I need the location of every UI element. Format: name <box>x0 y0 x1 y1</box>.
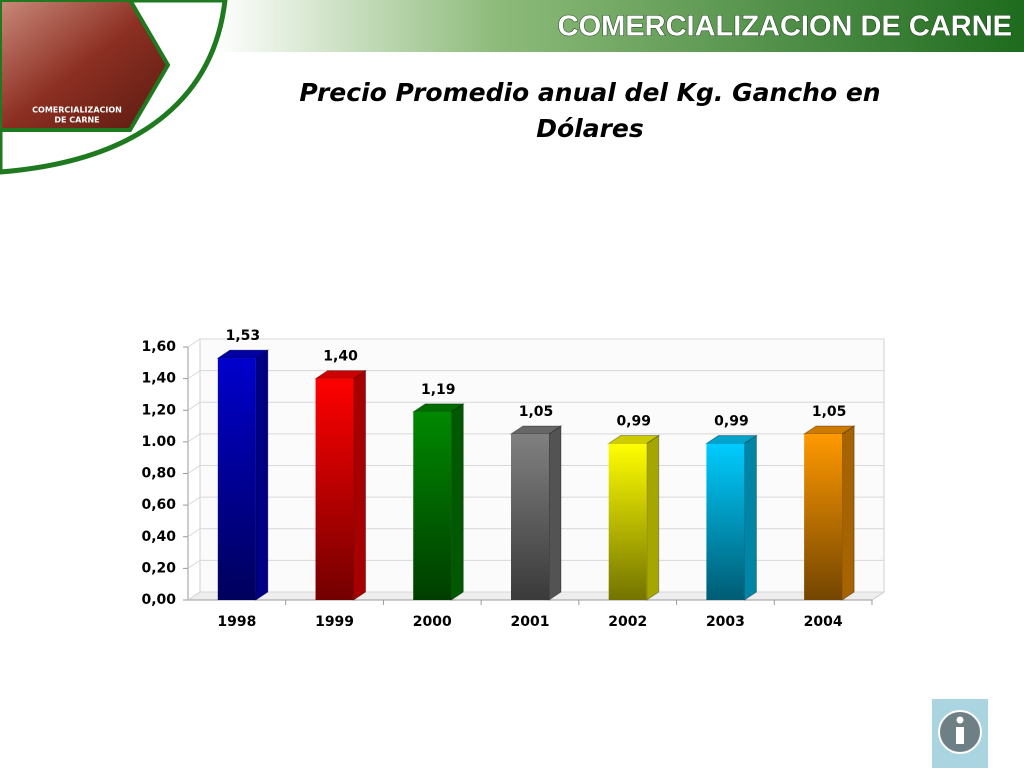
logo-text: DE CARNE <box>54 116 99 125</box>
x-tick-label: 2004 <box>804 614 843 630</box>
x-tick-label: 2001 <box>511 614 550 630</box>
bar-top <box>704 434 759 444</box>
chart-title: Dólares <box>536 114 644 143</box>
grid-line <box>187 401 201 411</box>
logo-image <box>0 0 171 132</box>
value-label: 1,19 <box>421 382 456 398</box>
y-tick-label: 0,20 <box>141 560 176 576</box>
bar-side <box>743 434 757 601</box>
logo-text: COMERCIALIZACION <box>32 106 122 115</box>
y-tick-label: 0,60 <box>141 497 176 513</box>
grid-line <box>187 591 201 601</box>
bar-shade <box>706 443 745 600</box>
y-tick-label: 0,40 <box>141 529 176 545</box>
grid-line <box>187 433 201 443</box>
x-tick-label: 1998 <box>217 614 256 630</box>
value-label: 1,05 <box>812 404 847 420</box>
y-tick-label: 0,00 <box>141 592 176 608</box>
bar-top-shade <box>804 425 855 434</box>
grid-line <box>187 370 201 380</box>
grid-line <box>187 496 201 506</box>
bar-side-shade <box>744 435 757 600</box>
bar-shade <box>413 411 452 600</box>
bar-top-shade <box>608 435 659 444</box>
bar-top <box>607 434 661 444</box>
x-tick-label: 1999 <box>315 614 354 630</box>
info-icon-dot <box>956 716 964 724</box>
value-label: 1,40 <box>323 349 358 365</box>
bar-shade <box>511 433 549 600</box>
bar-side-shade <box>842 425 855 600</box>
grid-line <box>187 559 201 569</box>
value-label: 1,53 <box>226 328 261 344</box>
y-tick-label: 1.00 <box>141 434 176 450</box>
grid-line <box>187 528 201 538</box>
y-tick-label: 1,20 <box>141 402 176 418</box>
info-icon-stem <box>956 727 964 744</box>
grid-line <box>187 465 201 474</box>
bar-top-shade <box>315 370 366 379</box>
x-tick-label: 2000 <box>413 614 452 630</box>
bar-shade <box>217 358 256 600</box>
bar-top-shade <box>511 425 561 434</box>
bar-top-shade <box>413 403 464 412</box>
bar-side-shade <box>451 403 464 600</box>
bar-side <box>841 425 855 601</box>
y-tick-label: 1,60 <box>141 339 176 355</box>
header-title: COMERCIALIZACION DE CARNE <box>558 11 1012 43</box>
x-tick-label: 2003 <box>706 614 745 630</box>
header-bar <box>215 0 1024 52</box>
bar-side-shade <box>646 435 659 600</box>
value-label: 0,99 <box>714 413 749 429</box>
grid-line <box>187 338 201 348</box>
bar-shade <box>315 378 354 600</box>
bar-side-shade <box>549 425 561 600</box>
y-tick-label: 1,40 <box>141 371 176 387</box>
bar-top-shade <box>217 350 268 359</box>
y-tick-label: 0,80 <box>141 466 176 482</box>
bar-side-shade <box>255 350 268 600</box>
chart: 0,00 0,20 0,40 0,60 0,80 1.00 1,20 1,40 1,60 1998… <box>141 328 886 630</box>
chart-title: Precio Promedio anual del Kg. Gancho en <box>299 78 880 107</box>
bar-side-shade <box>353 370 366 600</box>
value-label: 1,05 <box>519 404 554 420</box>
bar-shade <box>804 433 843 600</box>
bar-shade <box>608 443 647 600</box>
x-tick-label: 2002 <box>608 614 647 630</box>
value-label: 0,99 <box>616 413 651 429</box>
bar-top <box>411 403 465 413</box>
bar-top-shade <box>706 435 757 444</box>
